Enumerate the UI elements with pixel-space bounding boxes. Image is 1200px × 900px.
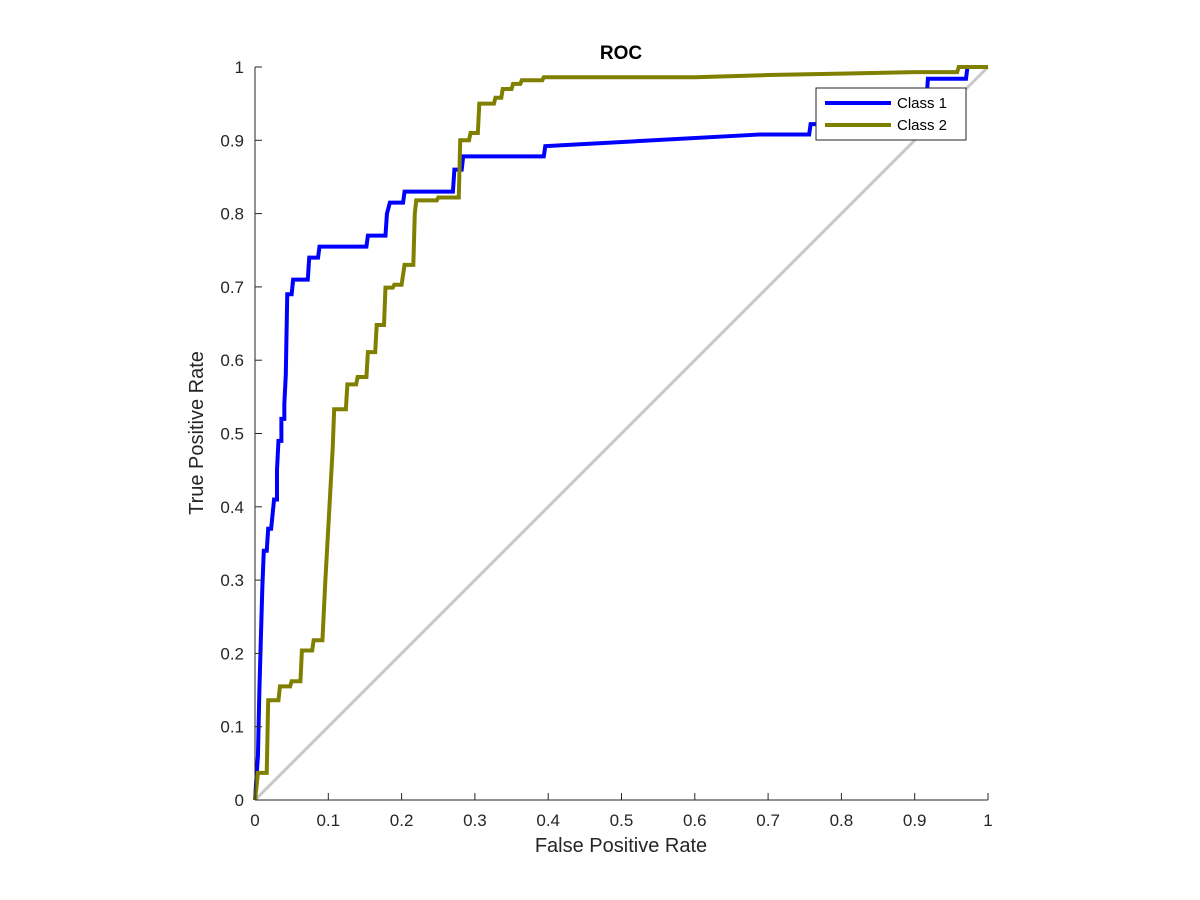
x-axis-label: False Positive Rate bbox=[535, 835, 707, 857]
y-tick-label: 0.5 bbox=[220, 425, 244, 444]
x-tick-label: 0.9 bbox=[903, 811, 927, 830]
legend-entries: Class 1 Class 2 bbox=[825, 95, 947, 134]
x-tick-label: 0.7 bbox=[756, 811, 780, 830]
x-tick-label: 1 bbox=[983, 811, 992, 830]
legend-box bbox=[815, 87, 967, 141]
y-tick-label: 0.3 bbox=[220, 571, 244, 590]
x-tick-label: 0.2 bbox=[390, 811, 414, 830]
x-tick-label: 0.3 bbox=[463, 811, 487, 830]
legend: Class 1 Class 2 bbox=[815, 87, 967, 141]
y-ticks: 0 0.1 0.2 0.3 0.4 0.5 0.6 0.7 0.8 0.9 1 bbox=[220, 58, 262, 810]
y-tick-label: 1 bbox=[235, 58, 244, 77]
plot-area bbox=[253, 65, 990, 802]
y-tick-label: 0.9 bbox=[220, 131, 244, 150]
legend-label-1: Class 1 bbox=[897, 95, 947, 112]
series-line-2 bbox=[253, 65, 988, 801]
x-tick-label: 0.1 bbox=[316, 811, 340, 830]
y-tick-label: 0.1 bbox=[220, 718, 244, 737]
chart-title: ROC bbox=[600, 43, 643, 64]
y-tick-label: 0.2 bbox=[220, 644, 244, 663]
x-tick-label: 0.4 bbox=[536, 811, 560, 830]
y-tick-label: 0.6 bbox=[220, 351, 244, 370]
y-tick-label: 0.8 bbox=[220, 205, 244, 224]
x-tick-label: 0 bbox=[250, 811, 259, 830]
series-line-1 bbox=[253, 65, 988, 801]
chance-reference-line bbox=[253, 65, 990, 802]
legend-label-2: Class 2 bbox=[897, 117, 947, 134]
x-tick-label: 0.8 bbox=[830, 811, 854, 830]
series-layer bbox=[253, 65, 988, 801]
x-tick-label: 0.5 bbox=[610, 811, 634, 830]
x-ticks: 0 0.1 0.2 0.3 0.4 0.5 0.6 0.7 0.8 0.9 1 bbox=[250, 793, 993, 830]
y-tick-label: 0 bbox=[235, 791, 244, 810]
x-tick-label: 0.6 bbox=[683, 811, 707, 830]
y-axis-label: True Positive Rate bbox=[186, 351, 208, 515]
y-tick-label: 0.7 bbox=[220, 278, 244, 297]
y-tick-label: 0.4 bbox=[220, 498, 244, 517]
